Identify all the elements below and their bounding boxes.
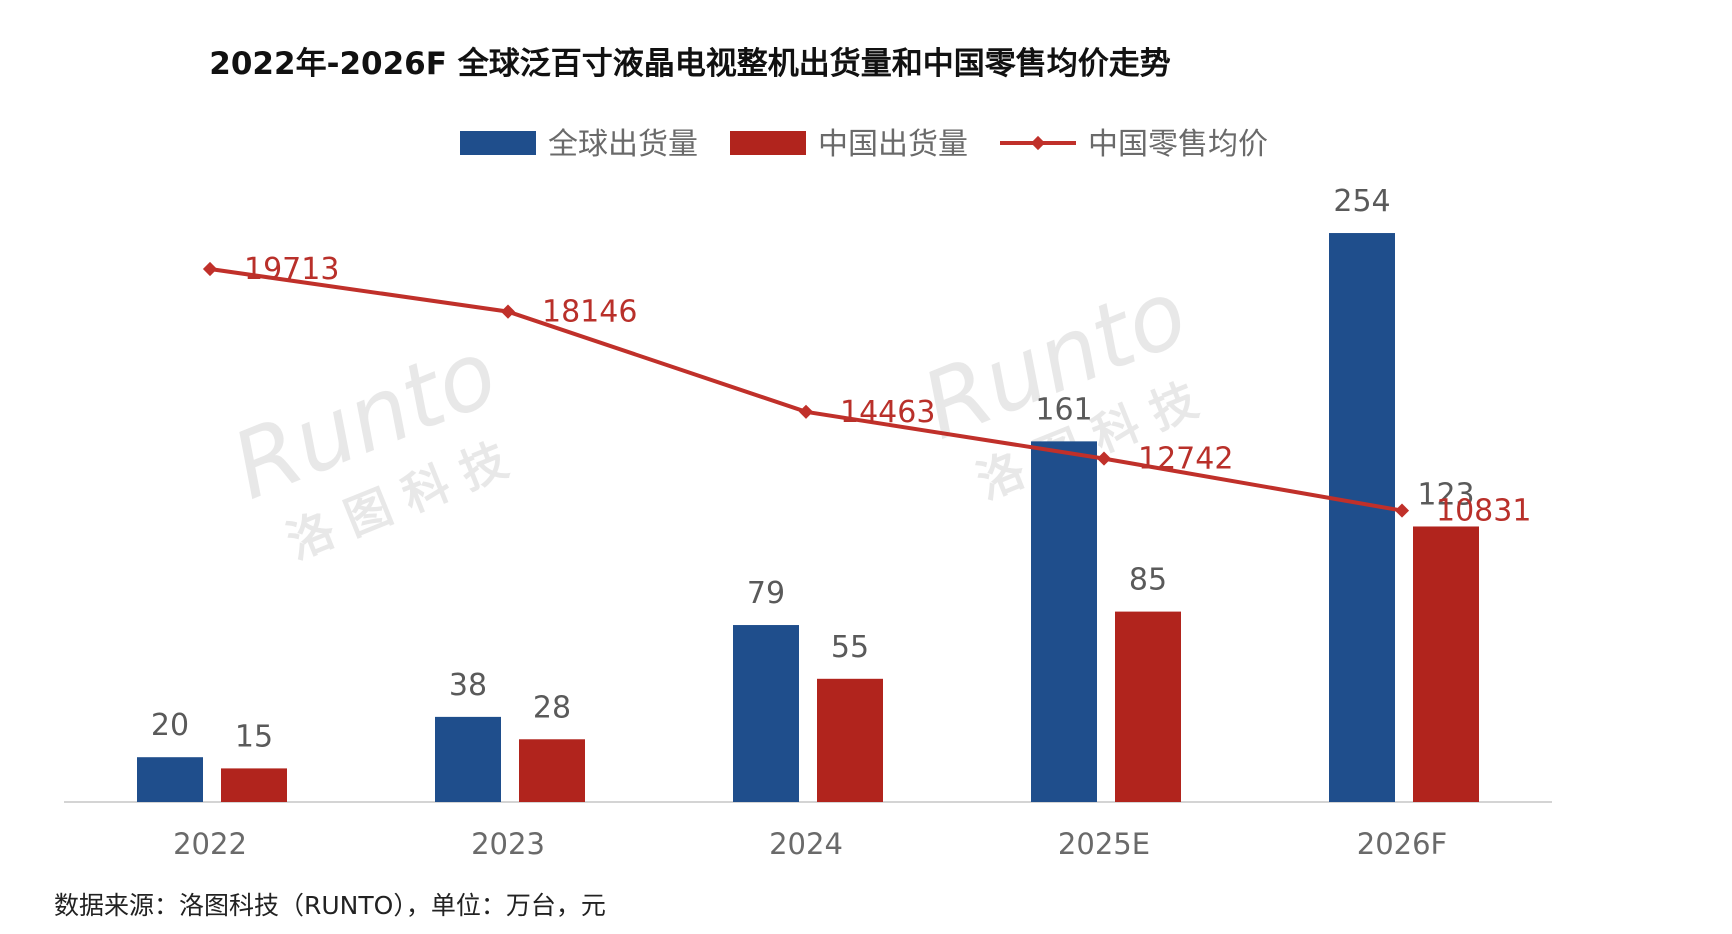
- bar-label-layer: 20 15 38 28 79 55 161 85 254 123: [151, 184, 1475, 754]
- bar-global-2023: [435, 716, 501, 802]
- legend-label-1: 全球出货量: [548, 127, 698, 162]
- bar-china-2024: [817, 678, 883, 802]
- bar-value-label: 254: [1333, 184, 1390, 219]
- bar-global-2026F: [1329, 233, 1395, 803]
- legend-label-2: 中国出货量: [818, 127, 968, 162]
- price-point: [500, 304, 516, 319]
- legend-swatch-2: [730, 131, 806, 155]
- bar-value-label: 161: [1035, 392, 1092, 427]
- price-value-label: 19713: [244, 252, 339, 287]
- source-note: 数据来源：洛图科技（RUNTO），单位：万台，元: [54, 891, 606, 920]
- price-value-label: 12742: [1138, 442, 1233, 477]
- bar-china-2025E: [1115, 611, 1181, 802]
- x-tick-label: 2024: [769, 827, 843, 861]
- legend: 全球出货量 中国出货量 中国零售均价: [460, 127, 1268, 162]
- bar-global-2022: [137, 757, 203, 802]
- price-value-label: 18146: [542, 295, 637, 330]
- x-tick-label: 2023: [471, 827, 545, 861]
- legend-marker-swatch: [1030, 135, 1046, 151]
- x-tick-layer: 2022 2023 2024 2025E 2026F: [173, 827, 1447, 861]
- x-tick-label: 2026F: [1357, 827, 1447, 861]
- bar-layer: [137, 233, 1479, 803]
- price-point: [1394, 503, 1410, 518]
- bar-value-label: 123: [1417, 477, 1474, 512]
- price-point: [202, 261, 218, 277]
- bar-value-label: 28: [533, 690, 571, 725]
- bar-value-label: 55: [831, 630, 869, 665]
- bar-value-label: 85: [1129, 563, 1167, 598]
- bar-value-label: 79: [747, 576, 785, 611]
- price-label-layer: 19713 18146 14463 12742 10831: [244, 252, 1531, 529]
- bar-global-2024: [733, 625, 799, 802]
- legend-swatch-1: [460, 131, 536, 155]
- price-point: [798, 404, 814, 419]
- chart-title: 2022年-2026F 全球泛百寸液晶电视整机出货量和中国零售均价走势: [209, 46, 1171, 82]
- x-tick-label: 2022: [173, 827, 247, 861]
- bar-china-2022: [221, 768, 287, 802]
- price-line-layer: [202, 261, 1410, 518]
- legend-label-3: 中国零售均价: [1088, 127, 1268, 162]
- bar-value-label: 20: [151, 708, 189, 743]
- x-tick-label: 2025E: [1058, 827, 1150, 861]
- bar-china-2026F: [1413, 526, 1479, 802]
- bar-value-label: 15: [235, 719, 273, 754]
- price-point: [1096, 451, 1112, 466]
- bar-global-2025E: [1031, 441, 1097, 802]
- bar-value-label: 38: [449, 668, 487, 703]
- price-value-label: 14463: [840, 395, 935, 430]
- bar-china-2023: [519, 739, 585, 802]
- price-value-label: 10831: [1436, 494, 1531, 529]
